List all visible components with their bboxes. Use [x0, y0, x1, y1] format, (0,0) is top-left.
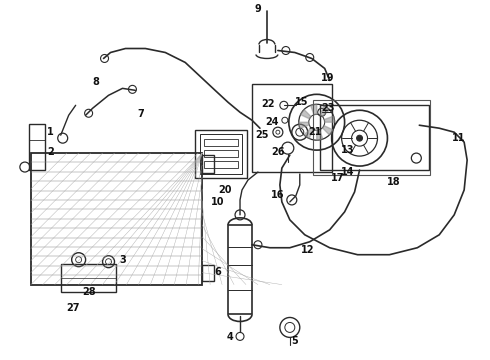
Bar	[202, 265, 214, 280]
Text: 8: 8	[92, 77, 99, 87]
Text: 27: 27	[66, 302, 79, 312]
Bar	[313, 100, 430, 175]
Bar	[319, 105, 429, 170]
Bar	[252, 84, 332, 172]
Text: 11: 11	[452, 133, 466, 143]
Circle shape	[357, 135, 363, 141]
Polygon shape	[300, 109, 311, 119]
Polygon shape	[311, 104, 317, 115]
Text: 18: 18	[387, 177, 400, 187]
Text: 20: 20	[219, 185, 232, 195]
Polygon shape	[299, 122, 309, 129]
Text: 19: 19	[321, 73, 335, 84]
Text: 14: 14	[341, 167, 354, 177]
Text: 10: 10	[211, 197, 225, 207]
Polygon shape	[304, 128, 313, 139]
Text: 3: 3	[119, 255, 126, 265]
Bar	[200, 134, 242, 174]
Polygon shape	[324, 116, 335, 122]
Text: 7: 7	[137, 109, 144, 119]
Text: 4: 4	[227, 332, 233, 342]
Text: 17: 17	[331, 173, 344, 183]
Bar	[195, 130, 247, 178]
Polygon shape	[317, 130, 323, 140]
Text: 12: 12	[301, 245, 315, 255]
Bar	[31, 153, 202, 285]
Text: 13: 13	[341, 145, 354, 155]
Text: 6: 6	[215, 267, 221, 276]
Bar	[202, 155, 214, 173]
Text: 9: 9	[255, 4, 261, 14]
Text: 24: 24	[265, 117, 279, 127]
Bar	[204, 161, 238, 168]
Bar	[228, 225, 252, 315]
Bar	[61, 264, 116, 292]
Text: 16: 16	[271, 190, 285, 200]
Polygon shape	[322, 126, 333, 135]
Text: 21: 21	[308, 127, 321, 137]
Bar	[204, 150, 238, 157]
Text: 5: 5	[292, 336, 298, 346]
Text: 1: 1	[48, 127, 54, 137]
Text: 15: 15	[295, 97, 309, 107]
Text: 28: 28	[82, 287, 96, 297]
Text: 22: 22	[261, 99, 275, 109]
Text: 25: 25	[255, 130, 269, 140]
Bar	[204, 139, 238, 146]
Text: 2: 2	[48, 147, 54, 157]
Text: 26: 26	[271, 147, 285, 157]
Text: 23: 23	[321, 103, 335, 113]
Polygon shape	[320, 106, 329, 117]
Bar	[29, 124, 45, 170]
